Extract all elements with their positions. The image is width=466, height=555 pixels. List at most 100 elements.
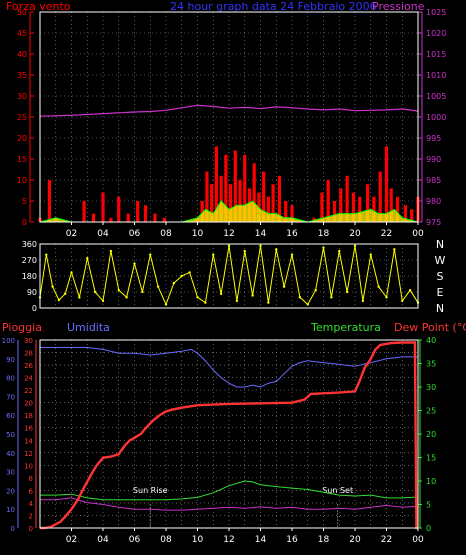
rain-tick-label: 0 — [29, 525, 33, 533]
wind-tick-label: 15 — [17, 155, 27, 164]
wind-speed-bar — [117, 196, 121, 222]
direction-point — [377, 285, 380, 288]
humidity-tick-label: 40 — [6, 450, 15, 458]
pressure-tick-label: 1010 — [426, 71, 446, 80]
rain-tick-label: 12 — [24, 450, 33, 458]
wind-speed-bar — [205, 171, 209, 222]
wind-speed-bar — [109, 217, 113, 222]
humidity-tick-label: 90 — [6, 356, 15, 364]
wind-speed-bar — [101, 192, 105, 222]
wind-speed-bar — [403, 205, 407, 222]
wind-tick-label: 25 — [17, 113, 27, 122]
wind-tick-label: 50 — [17, 8, 27, 17]
wind-tick-label: 5 — [22, 197, 27, 206]
rain-humidity-temp-panel: 0102030405060708090100024681012141618202… — [2, 336, 437, 545]
wind-speed-bar — [200, 201, 204, 222]
temperature-line — [40, 480, 419, 501]
rain-tick-label: 18 — [24, 412, 33, 420]
pressure-tick-label: 1015 — [426, 50, 446, 59]
direction-tick-label: 90 — [27, 288, 37, 297]
direction-point — [282, 285, 286, 288]
direction-point — [393, 248, 396, 251]
temperature-tick-label: 15 — [426, 454, 436, 463]
x-tick-label: 12 — [223, 229, 234, 239]
wind-tick-label: 10 — [17, 176, 27, 185]
wind-tick-label: 45 — [17, 29, 27, 38]
wind-speed-bar — [332, 201, 337, 222]
direction-point — [141, 290, 144, 294]
direction-point — [133, 262, 136, 265]
humidity-tick-label: 70 — [6, 393, 15, 401]
wind-speed-bar — [153, 213, 157, 222]
rain-tick-label: 4 — [29, 500, 34, 508]
temperature-tick-label: 0 — [426, 524, 431, 533]
wind-speed-bar — [136, 201, 140, 222]
pressure-tick-label: 1020 — [426, 29, 446, 38]
direction-tick-label: 0 — [32, 304, 37, 313]
rain-axis-label: Pioggia — [2, 321, 42, 334]
direction-point — [149, 253, 152, 256]
humidity-tick-label: 20 — [6, 487, 15, 495]
direction-point — [306, 303, 309, 306]
wind-speed-bar — [266, 196, 270, 222]
wind-speed-bar — [320, 192, 324, 222]
direction-point — [212, 253, 215, 256]
pressure-line — [39, 104, 419, 117]
pressure-tick-label: 975 — [426, 218, 441, 227]
humidity-line — [40, 347, 418, 388]
x-tick-label: 10 — [192, 535, 204, 545]
x-tick-label: 12 — [223, 535, 234, 545]
direction-point — [51, 285, 54, 288]
wind-speed-bar — [351, 192, 356, 222]
direction-point — [45, 253, 48, 256]
pressure-axis-label: Pressione — [372, 0, 425, 13]
wind-speed-bar — [290, 205, 294, 222]
wind-speed-bar — [126, 213, 130, 222]
wind-speed-bar — [143, 205, 148, 222]
direction-point — [369, 253, 372, 256]
temperature-tick-label: 5 — [426, 501, 431, 510]
direction-point — [219, 292, 223, 295]
wind-tick-label: 0 — [22, 218, 27, 227]
direction-point — [353, 244, 357, 247]
rain-tick-label: 30 — [24, 337, 33, 345]
direction-point — [180, 274, 183, 278]
x-tick-label: 16 — [286, 229, 298, 239]
pressure-tick-label: 1005 — [426, 92, 446, 101]
x-tick-label: 02 — [66, 535, 77, 545]
rain-tick-label: 14 — [24, 437, 33, 445]
wind-speed-bar — [372, 196, 376, 222]
wind-speed-bar — [162, 217, 167, 222]
direction-tick-label: 180 — [22, 272, 37, 281]
direction-point — [125, 296, 128, 299]
pressure-tick-label: 1000 — [426, 113, 446, 122]
rain-tick-label: 2 — [29, 512, 33, 520]
pressure-tick-label: 985 — [426, 176, 441, 185]
wind-speed-bar — [271, 184, 275, 222]
x-tick-label: 20 — [349, 535, 361, 545]
rain-tick-label: 6 — [29, 487, 34, 495]
gust-line — [39, 200, 419, 223]
direction-tick-label: 270 — [22, 256, 37, 265]
direction-point — [57, 298, 61, 302]
direction-point — [275, 248, 278, 251]
pressure-tick-label: 1025 — [426, 8, 446, 17]
direction-point — [401, 299, 404, 303]
rain-tick-label: 22 — [24, 387, 33, 395]
wind-speed-bar — [91, 213, 96, 222]
direction-point — [227, 244, 231, 247]
direction-point — [322, 246, 325, 249]
direction-point — [196, 296, 199, 299]
direction-line — [39, 245, 419, 306]
wind-speed-bar — [345, 175, 349, 222]
x-tick-label: 18 — [318, 229, 330, 239]
direction-point — [109, 249, 113, 253]
direction-point — [259, 244, 262, 247]
direction-point — [251, 294, 254, 297]
wind-speed-bar — [224, 154, 228, 222]
temperature-tick-label: 10 — [426, 477, 436, 486]
temperature-tick-label: 25 — [426, 407, 436, 416]
temperature-tick-label: 35 — [426, 360, 436, 369]
direction-point — [314, 289, 317, 292]
